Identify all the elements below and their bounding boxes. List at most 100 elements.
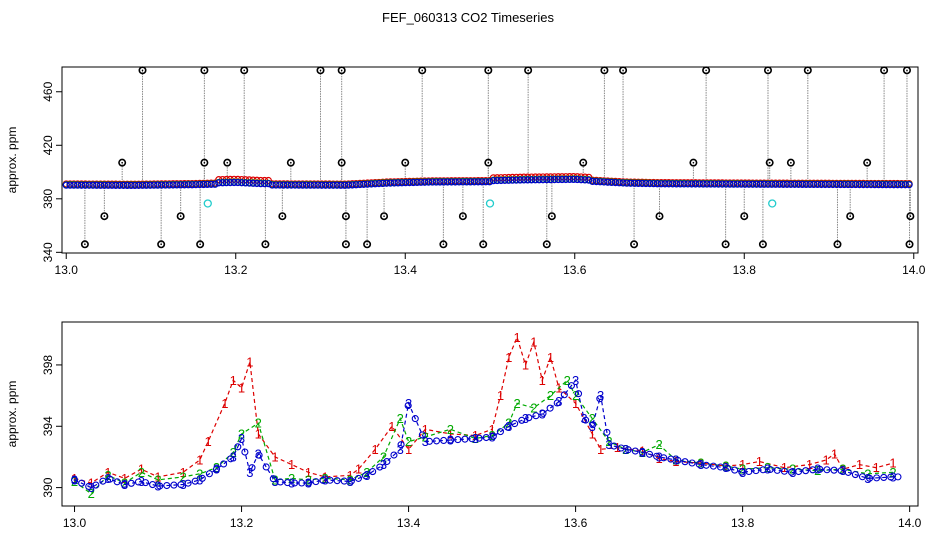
- top-spike-mid-high-marker-center: [866, 161, 868, 164]
- bottom-series-3-point: 3: [572, 373, 579, 388]
- top-spike-mid-high-marker-center: [203, 161, 206, 164]
- top-spike-mid-low-marker-center: [909, 215, 912, 218]
- bottom-x-tick-label: 14.0: [898, 516, 922, 530]
- bottom-series-1-point: 1: [321, 469, 328, 484]
- top-series-3-point: [77, 181, 86, 189]
- top-y-tick-label: 420: [41, 135, 55, 155]
- bottom-series-3-circle: [660, 454, 668, 462]
- top-spike-low-marker-center: [482, 243, 485, 246]
- top-series-3-point: [127, 181, 135, 190]
- bottom-series-3-circle: [241, 448, 249, 456]
- bottom-series-2-point: 2: [255, 416, 262, 431]
- top-series-3-point: [661, 180, 669, 188]
- bottom-series-2-point: 2: [271, 472, 278, 487]
- top-series-3-point: [444, 178, 452, 186]
- bottom-series-3-point: 3: [213, 462, 220, 477]
- bottom-series-1-point: 1: [889, 456, 896, 471]
- top-series-3-point: [112, 181, 120, 189]
- top-series-3-point: [409, 178, 417, 187]
- bottom-series-3-circle: [326, 476, 334, 484]
- top-spike-high-marker: [600, 66, 609, 75]
- bottom-series-3-circle: [319, 476, 327, 484]
- top-series-3-point: [768, 180, 776, 188]
- top-series-3-point: [722, 180, 730, 188]
- top-series-3-point: [638, 179, 646, 188]
- top-series-3-point: [169, 181, 177, 189]
- top-series-3-point: [146, 181, 154, 189]
- top-spike-low-marker-center: [545, 243, 548, 246]
- top-spike-mid-low-marker-center: [345, 215, 347, 218]
- top-series-3-point: [93, 181, 101, 189]
- bottom-series-1-point: 1: [104, 465, 111, 480]
- top-series-3-point: [890, 181, 898, 189]
- bottom-series-3-circle: [773, 466, 781, 474]
- bottom-series-3-point: 3: [739, 465, 746, 480]
- top-series-3-point: [627, 179, 635, 187]
- bottom-series-3-point: 3: [405, 396, 412, 411]
- top-outlier-marker: [768, 199, 777, 208]
- bottom-series-1-point: 1: [672, 454, 679, 469]
- top-spike-low-marker: [439, 240, 448, 249]
- top-y-tick-label: 340: [41, 242, 55, 262]
- top-series-3-point: [203, 180, 211, 189]
- bottom-series-3-circle: [518, 416, 526, 424]
- top-spike-mid-high-marker-center: [340, 161, 343, 164]
- bottom-series-3-circle: [78, 479, 86, 487]
- bottom-series-3-circle: [780, 467, 788, 475]
- top-series-3-point: [280, 181, 288, 189]
- top-series-3-point: [352, 181, 360, 189]
- top-spike-mid-high-marker: [337, 158, 346, 167]
- bottom-series-3-circle: [390, 451, 398, 459]
- top-series-3-point: [497, 176, 505, 185]
- bottom-series-3-circle: [546, 404, 554, 412]
- bottom-series-1-point: 1: [488, 422, 495, 437]
- top-series-3-point: [794, 180, 803, 188]
- top-series-3-point: [730, 180, 738, 188]
- bottom-series-3-circle: [539, 409, 547, 417]
- top-spike-mid-high-marker: [863, 158, 872, 167]
- top-spike-low-marker: [157, 240, 166, 249]
- bottom-series-1-point: 1: [522, 357, 529, 372]
- top-series-3-point: [371, 180, 379, 188]
- bottom-series-3-circle: [503, 423, 512, 431]
- bottom-series-3-circle: [645, 450, 654, 458]
- top-spike-mid-low-marker-center: [743, 215, 746, 218]
- bottom-series-3-circle: [731, 466, 739, 474]
- bottom-series-3-circle: [624, 446, 632, 454]
- bottom-series-2-point: 2: [288, 471, 295, 486]
- top-series-3-point: [142, 181, 150, 189]
- bottom-series-3-circle: [496, 428, 504, 436]
- top-series-3-point: [447, 178, 456, 186]
- top-spike-low-marker-center: [366, 243, 368, 246]
- bottom-series-2-point: 2: [346, 472, 353, 487]
- top-panel: approx. ppm 13.0 13.2 13.4 13.6 13.8 14.0 340 3…: [5, 66, 926, 277]
- top-series-3-point: [779, 180, 787, 188]
- top-series-3-point: [710, 180, 719, 188]
- top-series-3-point: [546, 176, 555, 184]
- bottom-series-3-circle: [574, 390, 583, 398]
- bottom-series-3-circle: [702, 461, 710, 469]
- bottom-series-1-point: 1: [530, 334, 537, 349]
- top-series-3-point: [558, 175, 566, 184]
- top-outlier-marker: [485, 199, 495, 208]
- top-series-3-point: [131, 181, 139, 190]
- bottom-series-3-circle: [681, 458, 689, 466]
- bottom-series-2-point: 2: [397, 411, 404, 426]
- top-series-3-point: [341, 181, 349, 189]
- top-y-tick-label: 380: [41, 188, 55, 208]
- bottom-series-3-circle: [638, 448, 646, 456]
- bottom-series-3-circle: [440, 436, 448, 445]
- bottom-series-3-circle: [873, 474, 881, 482]
- top-spike-high-marker-center: [767, 69, 769, 72]
- bottom-series-1-point: 1: [856, 457, 863, 472]
- top-series-3-point: [291, 181, 299, 189]
- bottom-series-3-circle: [212, 465, 221, 473]
- bottom-series-3-circle: [269, 475, 277, 483]
- top-series-3-point: [775, 180, 784, 188]
- bottom-series-3-circle: [525, 414, 533, 422]
- bottom-series-2-point: 2: [564, 373, 571, 388]
- top-series-3-point: [398, 179, 406, 187]
- top-series-3-point: [897, 181, 906, 189]
- top-series-3-point: [230, 178, 238, 187]
- top-series-3-point: [321, 181, 330, 189]
